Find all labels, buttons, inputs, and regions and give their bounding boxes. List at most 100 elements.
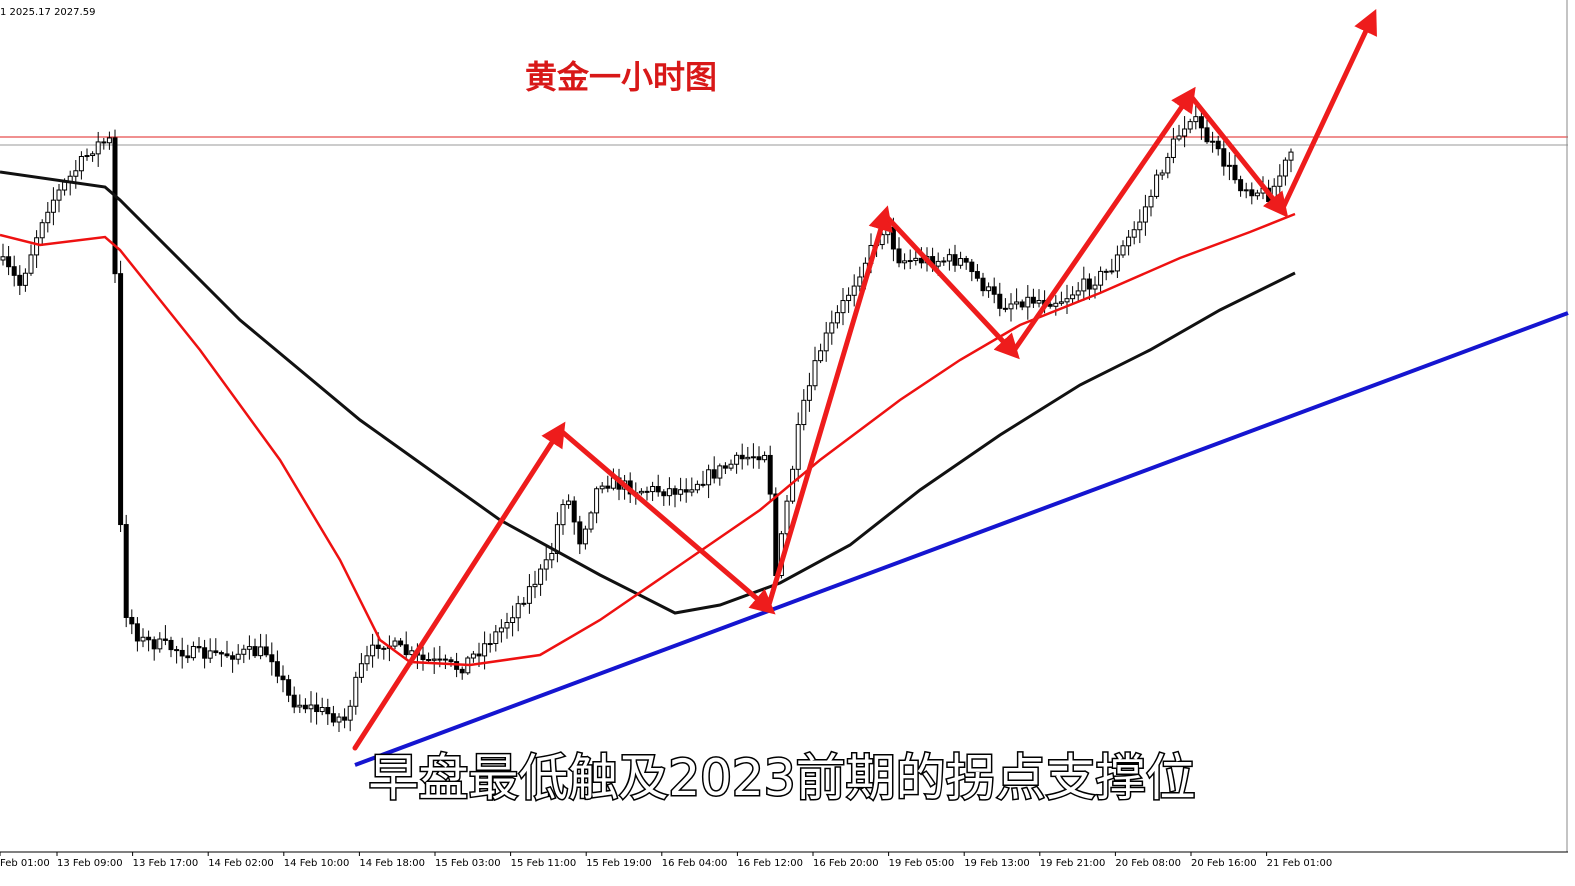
- candle-body: [560, 504, 566, 526]
- candle-body: [1126, 236, 1132, 247]
- candle-body: [325, 707, 331, 715]
- candle-body: [734, 454, 740, 465]
- candle-body: [935, 260, 941, 267]
- candle-body: [717, 465, 723, 479]
- trend-arrows: [352, 8, 1377, 751]
- candle-body: [1002, 307, 1008, 310]
- candle-body: [1176, 135, 1182, 140]
- time-label: 19 Feb 13:00: [964, 858, 1030, 869]
- candle-body: [566, 500, 572, 506]
- candle-body: [118, 273, 124, 526]
- candle-body: [218, 652, 224, 655]
- candle-body: [812, 360, 818, 387]
- time-label: 15 Feb 11:00: [511, 858, 577, 869]
- candle-body: [834, 312, 840, 324]
- candle-body: [946, 254, 952, 262]
- candle-body: [851, 285, 857, 296]
- candle-body: [1109, 270, 1115, 273]
- candle-body: [515, 603, 521, 619]
- candle-body: [638, 490, 644, 494]
- candle-body: [543, 559, 549, 570]
- candle-body: [773, 493, 779, 577]
- candle-body: [1182, 128, 1188, 137]
- candle-body: [1103, 270, 1109, 273]
- header-info: 1 2025.17 2027.59: [0, 7, 95, 18]
- candle-body: [11, 266, 17, 276]
- time-label: 19 Feb 21:00: [1040, 858, 1106, 869]
- candle-body: [45, 211, 51, 224]
- candle-body: [678, 489, 684, 495]
- candle-body: [134, 623, 140, 642]
- candle-body: [437, 658, 443, 661]
- candle-body: [330, 713, 336, 723]
- candle-body: [700, 483, 706, 486]
- candle-body: [302, 704, 308, 710]
- candle-body: [0, 256, 6, 261]
- candle-body: [95, 141, 101, 155]
- candle-body: [1277, 175, 1283, 187]
- trend-line: [354, 311, 1569, 767]
- candle-body: [90, 153, 96, 157]
- candle-body: [1047, 303, 1053, 307]
- candle-body: [521, 602, 527, 605]
- time-label: 19 Feb 05:00: [889, 858, 955, 869]
- candle-body: [745, 456, 751, 460]
- candle-body: [498, 627, 504, 633]
- candle-body: [1030, 296, 1036, 304]
- candle-body: [168, 639, 174, 651]
- candle-body: [1154, 174, 1160, 197]
- candle-body: [1114, 254, 1120, 272]
- candle-body: [1243, 189, 1249, 192]
- candle-body: [890, 226, 896, 250]
- candle-body: [784, 500, 790, 535]
- candle-body: [538, 568, 544, 585]
- candle-body: [1249, 189, 1255, 197]
- candle-body: [941, 260, 947, 263]
- candle-body: [711, 469, 717, 479]
- candle-body: [487, 643, 493, 646]
- candle-body: [1064, 298, 1070, 303]
- candle-body: [50, 199, 56, 213]
- candle-body: [706, 469, 712, 486]
- candle-body: [56, 189, 62, 201]
- candle-body: [241, 648, 247, 655]
- candle-body: [974, 271, 980, 279]
- candle-body: [62, 181, 68, 191]
- ma-slow: [0, 170, 1296, 615]
- candle-body: [650, 486, 656, 493]
- candle-body: [913, 257, 919, 262]
- candle-body: [235, 653, 241, 660]
- time-label: 20 Feb 08:00: [1115, 858, 1181, 869]
- candle-body: [1081, 278, 1087, 292]
- candle-body: [101, 141, 107, 144]
- time-label: 13 Feb 09:00: [57, 858, 123, 869]
- candle-body: [1142, 206, 1148, 223]
- candle-body: [459, 668, 465, 674]
- candle-body: [739, 454, 745, 460]
- candle-body: [672, 488, 678, 495]
- candle-body: [213, 650, 219, 654]
- candle-body: [829, 322, 835, 334]
- candle-body: [896, 248, 902, 264]
- candle-body: [39, 222, 45, 239]
- candle-body: [980, 277, 986, 292]
- candle-body: [258, 646, 264, 657]
- candle-body: [314, 704, 320, 713]
- candle-body: [806, 385, 812, 401]
- candle-body: [801, 399, 807, 426]
- candle-body: [291, 694, 297, 708]
- candle-body: [17, 274, 23, 286]
- candle-body: [84, 155, 90, 158]
- candle-body: [78, 156, 84, 172]
- candles: [0, 102, 1294, 732]
- candle-body: [1075, 290, 1081, 296]
- candle-body: [280, 675, 286, 681]
- candle-body: [963, 258, 969, 263]
- candle-body: [532, 583, 538, 588]
- time-label: 14 Feb 02:00: [208, 858, 274, 869]
- candle-body: [364, 655, 370, 665]
- candle-body: [1036, 299, 1042, 304]
- candle-body: [1193, 116, 1199, 123]
- candle-body: [594, 488, 600, 514]
